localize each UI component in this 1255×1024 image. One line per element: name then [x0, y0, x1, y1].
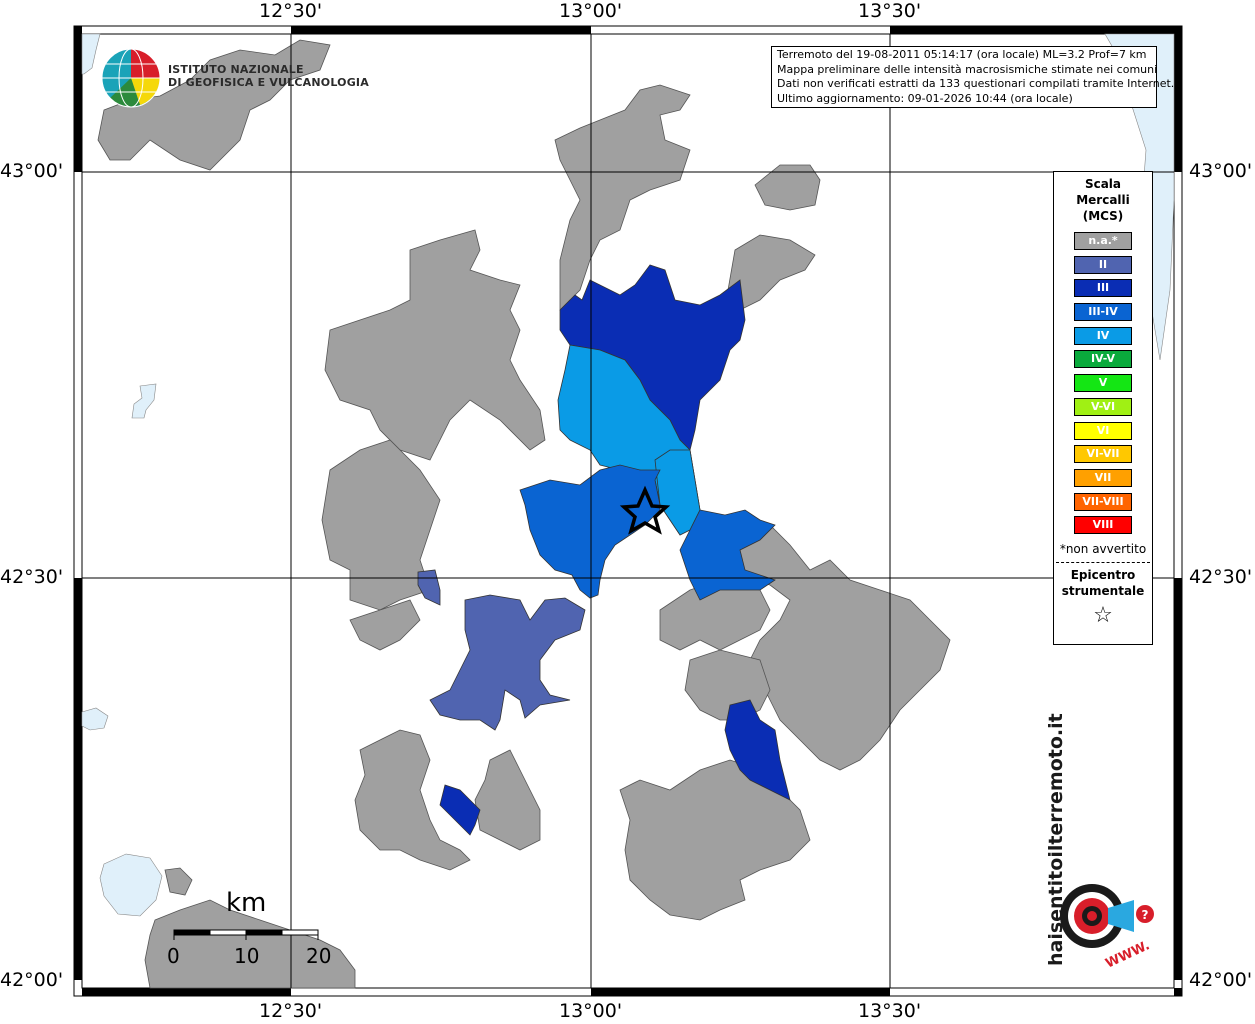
ingv-globe-icon	[101, 48, 161, 108]
info-line3: Dati non verificati estratti da 133 ques…	[777, 77, 1175, 90]
legend-separator	[1056, 562, 1150, 564]
frame-right-black-1	[1174, 34, 1182, 172]
legend-title: Scala Mercalli (MCS)	[1054, 172, 1152, 224]
legend-item: V	[1074, 374, 1132, 393]
legend-item: VI	[1074, 421, 1132, 440]
epicenter-star-icon	[619, 485, 671, 535]
lat-label-left-1: 43°00'	[0, 160, 64, 182]
legend-item: VI-VII	[1074, 445, 1132, 464]
frame-left-black-2	[74, 578, 82, 980]
legend-note: *non avvertito	[1059, 542, 1147, 557]
lon-label-bottom-3: 13°30'	[858, 1000, 922, 1022]
legend-epicentro: Epicentro strumentale	[1054, 567, 1152, 599]
lake-left-mid	[81, 707, 109, 731]
legend-title-line2: Mercalli	[1076, 193, 1130, 207]
legend-items: n.a.* II III III-IV IV IV-V V V-VI VI VI-VII VII VI…	[1054, 232, 1152, 535]
info-line1: Terremoto del 19-08-2011 05:14:17 (ora l…	[777, 48, 1147, 61]
legend-title-line1: Scala	[1084, 177, 1122, 191]
legend-item: II	[1074, 255, 1132, 274]
hsit-text: haisentitoilterremoto.it	[1045, 713, 1067, 966]
hsit-question: ?	[1142, 908, 1149, 922]
legend-item: III	[1074, 279, 1132, 298]
legend-item: IV-V	[1074, 350, 1132, 369]
legend-item: III-IV	[1074, 303, 1132, 322]
lat-label-left-3: 42°00'	[0, 969, 64, 991]
sea-top-left	[81, 33, 101, 75]
mcs-legend: Scala Mercalli (MCS) n.a.* II III III-IV IV I…	[1053, 171, 1153, 645]
lake-small-left	[131, 383, 157, 419]
grid-lines	[82, 34, 1174, 988]
comuni-not-available	[97, 39, 951, 989]
comuni-intensity-iii	[439, 264, 791, 836]
ingv-line2: DI GEOFISICA E VULCANOLOGIA	[168, 76, 369, 89]
lon-label-top-1: 12°30'	[259, 0, 323, 22]
legend-item: n.a.*	[1074, 232, 1132, 250]
frame-bottom-black-3	[1174, 988, 1182, 996]
lon-label-bottom-2: 13°00'	[559, 1000, 623, 1022]
legend-item: VIII	[1074, 516, 1132, 535]
scale-unit: km	[226, 888, 267, 918]
lat-label-right-3: 42°00'	[1189, 969, 1253, 991]
legend-item: VII-VIII	[1074, 492, 1132, 511]
lat-label-right-1: 43°00'	[1189, 160, 1253, 182]
lake-bottom-left	[99, 853, 163, 917]
legend-epicentro-line2: strumentale	[1061, 584, 1145, 599]
lon-label-top-2: 13°00'	[559, 0, 623, 22]
legend-star-icon: ☆	[1093, 603, 1113, 629]
lon-label-bottom-1: 12°30'	[259, 1000, 323, 1022]
legend-item: IV	[1074, 326, 1132, 345]
frame-left-black-1	[74, 34, 82, 172]
scale-bar	[173, 929, 319, 940]
lat-label-left-2: 42°30'	[0, 566, 64, 588]
event-info-box: Terremoto del 19-08-2011 05:14:17 (ora l…	[771, 46, 1175, 108]
legend-epicentro-line1: Epicentro	[1070, 568, 1136, 583]
info-line2: Mappa preliminare delle intensità macros…	[777, 62, 1158, 76]
frame-bottom-black-2	[591, 988, 890, 996]
lat-label-right-2: 42°30'	[1189, 566, 1253, 588]
frame-top-black-2	[890, 26, 1182, 34]
ingv-logo-text: ISTITUTO NAZIONALE DI GEOFISICA E VULCAN…	[168, 63, 369, 89]
lon-label-top-3: 13°30'	[858, 0, 922, 22]
frame-bottom-black-1	[82, 988, 291, 996]
info-line4: Ultimo aggiornamento: 09-01-2026 10:44 (…	[777, 91, 1073, 105]
legend-item: VII	[1074, 468, 1132, 487]
legend-item: V-VI	[1074, 397, 1132, 416]
frame-right-black-2	[1174, 578, 1182, 980]
scale-tick-20: 20	[306, 944, 332, 968]
scale-tick-0: 0	[167, 944, 180, 968]
frame-top-black-1	[291, 26, 591, 34]
ingv-line1: ISTITUTO NAZIONALE	[168, 63, 304, 76]
legend-title-line3: (MCS)	[1082, 209, 1124, 223]
scale-tick-10: 10	[234, 944, 260, 968]
comuni-intensity-ii	[417, 569, 586, 731]
frame-top-black-0	[74, 26, 82, 34]
